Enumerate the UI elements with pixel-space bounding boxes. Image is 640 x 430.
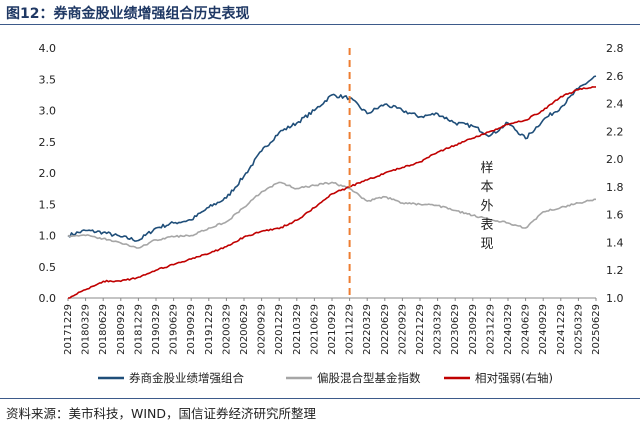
- y-right-tick-label: 2.2: [606, 125, 624, 138]
- x-tick-label: 20250629: [591, 304, 602, 355]
- y-left-tick-label: 0.5: [39, 261, 57, 274]
- x-tick-label: 20180929: [116, 304, 127, 355]
- y-left-tick-label: 2.0: [39, 167, 57, 180]
- x-tick-label: 20231229: [485, 304, 496, 355]
- x-tick-label: 20171229: [63, 304, 74, 355]
- x-tick-label: 20201229: [274, 304, 285, 355]
- chart-axes: 0.0 0.5 1.0 1.5 2.0 2.5 3.0 3.5 4.0 1.0 1.2 1.4 1.6 1…: [39, 42, 624, 355]
- y-right-tick-label: 2.6: [606, 70, 624, 83]
- x-tick-label: 20240929: [538, 304, 549, 355]
- legend-label: 相对强弱(右轴): [475, 371, 553, 385]
- x-tick-label: 20180629: [98, 304, 109, 355]
- x-tick-label: 20240329: [503, 304, 514, 355]
- x-tick-label: 20181229: [133, 304, 144, 355]
- y-left-tick-label: 3.0: [39, 105, 57, 118]
- y-right-tick-label: 1.2: [606, 264, 624, 277]
- y-right-tick-label: 1.8: [606, 181, 624, 194]
- x-tick-label: 20200629: [239, 304, 250, 355]
- annotation-char: 外: [480, 199, 493, 214]
- y-left-tick-label: 1.0: [39, 230, 57, 243]
- x-tick-label: 20190629: [169, 304, 180, 355]
- y-right-tick-label: 1.0: [606, 292, 624, 305]
- annotation-char: 表: [480, 218, 493, 233]
- x-tick-label: 20230929: [468, 304, 479, 355]
- x-tick-label: 20250329: [573, 304, 584, 355]
- x-tick-label: 20210329: [292, 304, 303, 355]
- x-tick-label: 20241229: [556, 304, 567, 355]
- annotation-char: 本: [480, 180, 493, 195]
- y-left-tick-label: 3.5: [39, 73, 57, 86]
- line-chart: 0.0 0.5 1.0 1.5 2.0 2.5 3.0 3.5 4.0 1.0 1.2 1.4 1.6 1…: [39, 42, 624, 385]
- x-tick-label: 20230629: [450, 304, 461, 355]
- y-left-tick-label: 0.0: [39, 292, 57, 305]
- x-tick-label: 20220929: [397, 304, 408, 355]
- x-tick-label: 20191229: [204, 304, 215, 355]
- x-tick-label: 20240629: [521, 304, 532, 355]
- legend-label: 券商金股业绩增强组合: [129, 371, 244, 385]
- x-tick-label: 20180329: [81, 304, 92, 355]
- source-note: 资料来源：美市科技，WIND，国信证券经济研究所整理: [6, 406, 317, 421]
- y-left-tick-label: 1.5: [39, 198, 57, 211]
- chart-series: [67, 75, 597, 299]
- y-left-tick-label: 2.5: [39, 136, 57, 149]
- y-right-tick-label: 1.4: [606, 236, 624, 249]
- series-line-1: [67, 75, 597, 242]
- title-rule: [0, 24, 640, 25]
- source-rule: [0, 398, 640, 399]
- y-right-tick-label: 2.0: [606, 153, 624, 166]
- x-tick-label: 20210629: [309, 304, 320, 355]
- annotation-char: 样: [480, 161, 493, 176]
- legend-label: 偏股混合型基金指数: [317, 371, 421, 385]
- y-right-tick-label: 2.8: [606, 42, 624, 55]
- x-tick-label: 20190929: [186, 304, 197, 355]
- chart-legend: 券商金股业绩增强组合 偏股混合型基金指数 相对强弱(右轴): [98, 371, 553, 385]
- x-tick-label: 20220329: [362, 304, 373, 355]
- x-tick-label: 20211229: [345, 304, 356, 355]
- x-tick-label: 20221229: [415, 304, 426, 355]
- y-right-tick-label: 1.6: [606, 209, 624, 222]
- x-tick-label: 20200329: [221, 304, 232, 355]
- x-tick-label: 20220629: [380, 304, 391, 355]
- x-tick-label: 20200929: [257, 304, 268, 355]
- x-tick-label: 20230329: [433, 304, 444, 355]
- x-tick-label: 20210929: [327, 304, 338, 355]
- annotation-char: 现: [480, 237, 493, 252]
- series-line-2: [67, 181, 596, 249]
- y-right-tick-label: 2.4: [606, 98, 624, 111]
- chart-title: 图12：券商金股业绩增强组合历史表现: [6, 6, 250, 22]
- y-left-tick-label: 4.0: [39, 42, 57, 55]
- x-tick-label: 20190329: [151, 304, 162, 355]
- series-line-3: [68, 86, 597, 299]
